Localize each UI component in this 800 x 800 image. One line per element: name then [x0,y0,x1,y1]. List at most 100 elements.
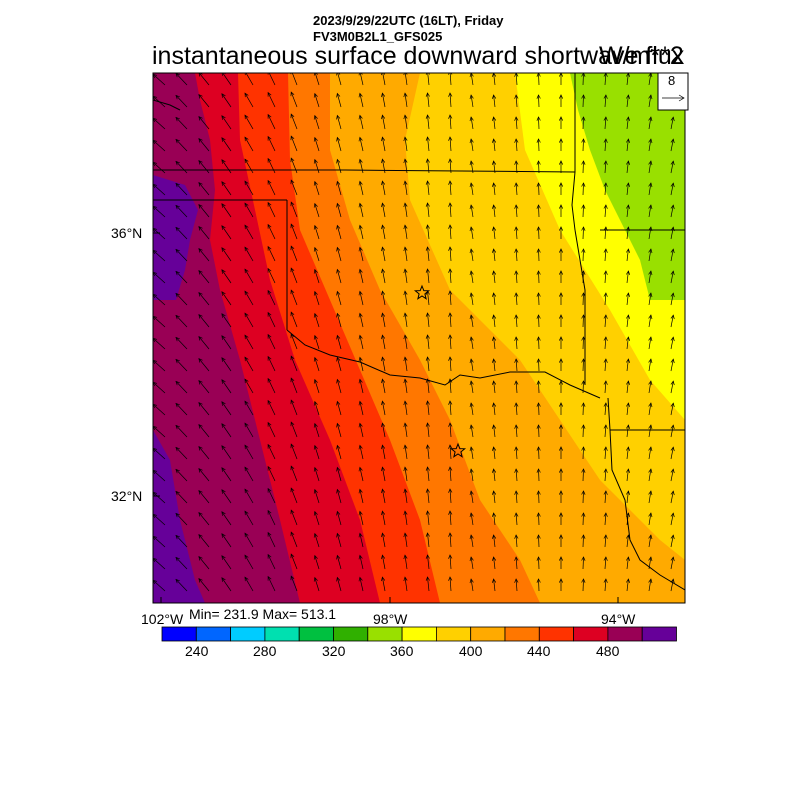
wind-vector-shaft [670,117,674,130]
wind-vector-head [626,336,631,342]
wind-vector-head [244,532,249,538]
wind-vector-head [221,269,226,274]
wind-vector-head [358,488,363,494]
wind-vector-shaft [427,137,430,152]
wind-vector-head [514,534,519,539]
wind-vector-head [558,182,564,187]
wind-vector-head [626,380,631,386]
wind-vector-head [469,578,474,584]
wind-vector-shaft [267,268,276,284]
wind-vector-shaft [538,292,540,306]
wind-vector-head [626,160,631,166]
wind-vector-head [403,378,408,384]
wind-vector-shaft [604,578,607,592]
wind-vector-head [603,490,608,495]
wind-vector-head [267,223,272,229]
wind-vector-head [558,446,564,451]
wind-vector-shaft [221,467,232,482]
wind-vector-shaft [449,312,452,328]
wind-vector-head [491,446,497,452]
wind-vector-shaft [470,271,474,284]
wind-vector-head [403,180,408,186]
wind-vector-shaft [404,225,408,240]
wind-vector-shaft [538,424,540,438]
wind-vector-shaft [382,357,386,372]
wind-vector-shaft [175,469,188,482]
wind-vector-head [221,533,226,538]
colorbar [161,626,677,642]
wind-vector-shaft [470,293,474,306]
wind-vector-shaft [538,380,540,394]
wind-vector-shaft [175,73,188,86]
wind-vector-head [648,182,653,188]
wind-vector-shaft [290,509,298,526]
wind-vector-shaft [449,400,452,416]
model-title: FV3M0B2L1_GFS025 [313,29,443,44]
wind-vector-shaft [404,357,408,372]
wind-vector-shaft [449,202,452,218]
wind-vector-head [603,73,608,77]
wind-vector-shaft [198,292,210,306]
wind-vector-shaft [538,116,540,130]
wind-vector-shaft [449,136,452,152]
wind-vector-shaft [604,490,607,504]
wind-vector-head [336,158,341,164]
wind-vector-head [336,246,341,252]
wind-vector-shaft [449,180,452,196]
wind-vector-head [425,378,430,383]
wind-vector-head [536,116,541,121]
wind-vector-shaft [198,490,210,504]
wind-vector-shaft [359,313,364,328]
wind-vector-shaft [427,489,430,504]
wind-vector-head [603,468,608,473]
wind-vector-head [670,182,675,188]
wind-vector-shaft [626,271,629,284]
wind-vector-shaft [493,491,496,504]
boundary-ok-tx-red-river [286,329,601,399]
wind-vector-shaft [538,490,540,504]
wind-vector-shaft [198,534,210,548]
wind-vector-head [514,204,519,209]
wind-vector-head [558,336,564,341]
wind-vector-head [536,248,541,253]
wind-vector-head [491,204,497,210]
wind-vector-head [267,487,272,493]
wind-vector-head [469,446,474,452]
wind-vector-shaft [626,95,629,108]
wind-vector-shaft [493,227,496,240]
wind-vector-shaft [314,445,320,460]
wind-vector-head [313,224,318,230]
wind-vector-shaft [382,445,386,460]
wind-vector-head [358,576,363,582]
wind-vector-shaft [582,468,584,482]
wind-vector-shaft [198,94,210,108]
wind-vector-shaft [221,137,232,152]
wind-vector-head [491,534,497,540]
wind-vector-shaft [449,246,452,262]
wind-vector-head [198,73,203,77]
wind-vector-shaft [582,226,584,240]
wind-vector-head [198,533,203,539]
wind-vector-head [175,248,180,254]
wind-vector-head [336,136,341,142]
wind-vector-shaft [244,577,254,592]
wind-vector-head [491,182,497,188]
wind-vector-shaft [648,337,652,350]
wind-vector-head [448,224,453,229]
wind-vector-head [244,312,249,318]
wind-vector-shaft [314,93,320,108]
wind-vector-head [198,489,203,495]
wind-vector-head [267,509,272,515]
wind-vector-shaft [648,183,652,196]
wind-vector-head [626,204,631,210]
wind-vector-shaft [470,337,474,350]
wind-vector-shaft [538,204,540,218]
wind-vector-head [670,292,675,298]
wind-vector-head [175,446,180,452]
city-marker-oklahoma-city [413,284,431,300]
wind-vector-head [536,94,541,99]
wind-vector-head [267,267,272,273]
wind-vector-shaft [336,115,342,130]
wind-vector-shaft [153,404,166,416]
wind-vector-head [581,94,586,99]
